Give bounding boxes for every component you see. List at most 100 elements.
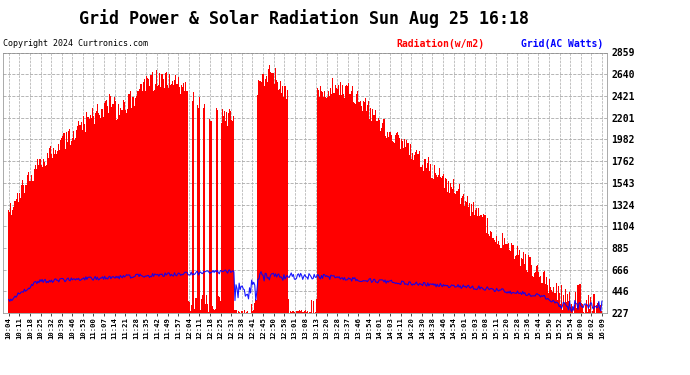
Bar xyxy=(51,153,52,313)
Bar xyxy=(422,165,423,313)
Bar xyxy=(102,109,103,313)
Bar xyxy=(593,294,594,313)
Bar xyxy=(442,176,443,313)
Bar xyxy=(117,118,118,313)
Bar xyxy=(304,311,306,313)
Bar xyxy=(139,84,141,313)
Bar xyxy=(109,94,110,313)
Bar xyxy=(9,212,10,313)
Bar xyxy=(491,231,492,313)
Bar xyxy=(366,111,367,313)
Bar xyxy=(137,91,139,313)
Bar xyxy=(373,115,374,313)
Bar xyxy=(209,119,210,313)
Bar xyxy=(494,240,495,313)
Bar xyxy=(428,158,429,313)
Bar xyxy=(150,75,151,313)
Bar xyxy=(149,86,150,313)
Bar xyxy=(464,206,465,313)
Bar xyxy=(194,309,195,313)
Bar xyxy=(569,292,570,313)
Bar xyxy=(390,132,391,313)
Bar xyxy=(215,309,216,313)
Bar xyxy=(252,311,253,313)
Bar xyxy=(296,311,297,313)
Bar xyxy=(66,132,67,313)
Bar xyxy=(321,91,322,313)
Bar xyxy=(88,119,90,313)
Bar xyxy=(395,135,396,313)
Bar xyxy=(33,181,34,313)
Bar xyxy=(344,98,345,313)
Bar xyxy=(427,163,428,313)
Bar xyxy=(271,73,272,313)
Bar xyxy=(455,194,457,313)
Bar xyxy=(31,175,32,313)
Bar xyxy=(471,204,472,313)
Bar xyxy=(76,130,77,313)
Bar xyxy=(70,145,71,313)
Bar xyxy=(270,72,271,313)
Bar xyxy=(286,90,288,313)
Bar xyxy=(56,154,57,313)
Bar xyxy=(445,178,446,313)
Bar xyxy=(264,86,265,313)
Bar xyxy=(255,299,257,313)
Bar xyxy=(241,311,243,313)
Bar xyxy=(406,140,408,313)
Bar xyxy=(107,106,108,313)
Bar xyxy=(164,88,165,313)
Bar xyxy=(594,294,595,313)
Bar xyxy=(132,97,133,313)
Bar xyxy=(157,86,158,313)
Bar xyxy=(272,74,273,313)
Bar xyxy=(201,299,202,313)
Bar xyxy=(112,104,114,313)
Bar xyxy=(411,159,412,313)
Bar xyxy=(103,117,104,313)
Bar xyxy=(391,135,392,313)
Bar xyxy=(378,118,380,313)
Bar xyxy=(163,79,164,313)
Bar xyxy=(320,86,321,313)
Bar xyxy=(54,154,55,313)
Bar xyxy=(226,112,227,313)
Bar xyxy=(231,120,233,313)
Bar xyxy=(78,122,79,313)
Bar xyxy=(154,90,155,313)
Bar xyxy=(300,310,301,313)
Bar xyxy=(345,86,346,313)
Bar xyxy=(331,94,333,313)
Bar xyxy=(126,113,127,313)
Bar xyxy=(50,147,51,313)
Bar xyxy=(111,107,112,313)
Bar xyxy=(414,155,415,313)
Bar xyxy=(19,193,20,313)
Bar xyxy=(23,185,24,313)
Bar xyxy=(462,196,463,313)
Bar xyxy=(190,305,192,313)
Bar xyxy=(527,272,529,313)
Bar xyxy=(186,91,188,313)
Bar xyxy=(570,307,571,313)
Bar xyxy=(219,297,220,313)
Bar xyxy=(444,188,445,313)
Bar xyxy=(229,109,230,313)
Bar xyxy=(346,85,347,313)
Bar xyxy=(415,152,416,313)
Bar xyxy=(322,93,323,313)
Bar xyxy=(539,277,540,313)
Bar xyxy=(355,104,357,313)
Bar xyxy=(125,110,126,313)
Bar xyxy=(220,301,221,313)
Bar xyxy=(290,312,292,313)
Bar xyxy=(546,277,547,313)
Bar xyxy=(32,181,33,313)
Bar xyxy=(361,106,362,313)
Bar xyxy=(564,303,565,313)
Bar xyxy=(369,119,370,313)
Bar xyxy=(80,125,81,313)
Bar xyxy=(74,140,75,313)
Bar xyxy=(327,97,328,313)
Bar xyxy=(110,96,112,313)
